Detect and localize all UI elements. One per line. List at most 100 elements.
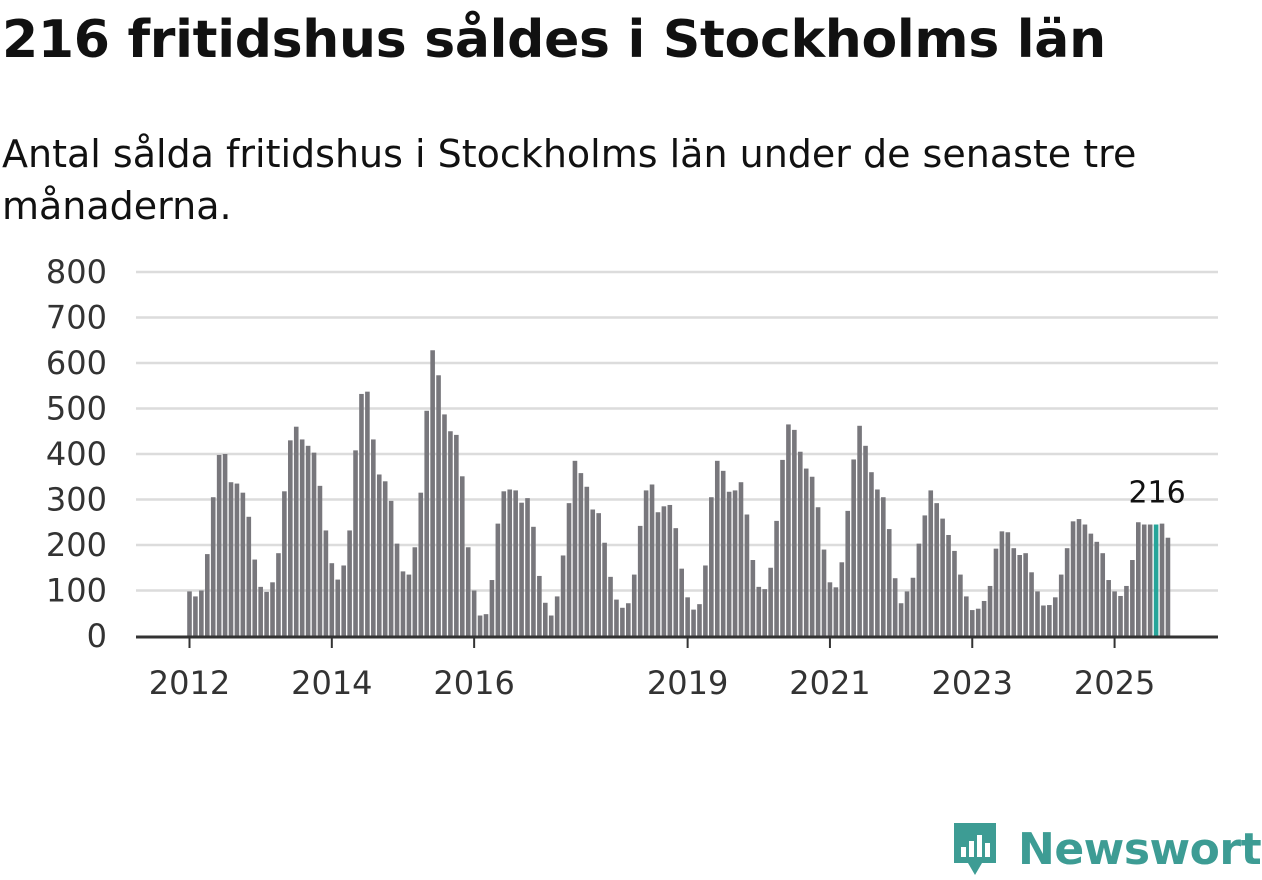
bar <box>543 602 548 636</box>
bar <box>531 526 536 636</box>
bar <box>857 425 862 636</box>
bar <box>406 574 412 636</box>
bar <box>756 586 762 636</box>
bar <box>276 553 281 636</box>
bar <box>904 591 910 636</box>
bar <box>270 582 275 636</box>
bar <box>774 520 779 636</box>
bar <box>1082 524 1088 636</box>
bar <box>216 454 222 636</box>
bar <box>199 590 204 636</box>
bar <box>341 565 346 636</box>
bar <box>418 492 424 636</box>
bar <box>851 459 856 636</box>
bar <box>910 577 916 636</box>
y-tick-label: 600 <box>46 344 107 382</box>
bar <box>1047 605 1052 636</box>
bar <box>293 426 299 636</box>
bar <box>964 596 969 636</box>
bar-chart-badge-icon <box>954 823 996 875</box>
bar <box>839 562 845 636</box>
bar <box>815 507 821 636</box>
bar <box>1041 605 1046 636</box>
y-tick-label: 800 <box>46 253 107 291</box>
bar <box>513 490 518 636</box>
bar <box>282 491 287 636</box>
bar <box>489 580 495 636</box>
bar <box>353 450 358 636</box>
bar <box>365 391 370 636</box>
bar <box>975 608 981 636</box>
bar <box>465 547 471 636</box>
bar <box>412 547 418 636</box>
bar <box>204 554 210 636</box>
bar <box>703 565 708 636</box>
bar <box>471 590 477 636</box>
bar <box>1130 560 1135 636</box>
bar <box>371 439 376 636</box>
bar <box>667 504 673 636</box>
bar <box>792 429 797 636</box>
bar <box>928 490 934 636</box>
highlighted-bar <box>1153 524 1159 636</box>
bar <box>881 497 886 636</box>
bar <box>750 560 756 636</box>
bar <box>916 543 922 636</box>
bar <box>590 509 596 636</box>
bar <box>1112 591 1117 636</box>
bar <box>922 515 928 636</box>
bar <box>430 350 435 636</box>
bar <box>620 607 625 636</box>
bar <box>780 459 785 636</box>
bar <box>940 518 945 636</box>
bar <box>821 549 827 636</box>
bar <box>934 503 939 636</box>
bar <box>673 528 679 636</box>
bar <box>614 599 619 636</box>
x-tick-label: 2012 <box>149 664 230 702</box>
y-tick-label: 700 <box>46 299 107 337</box>
bar <box>786 424 791 636</box>
bar <box>679 568 684 636</box>
bar <box>1052 597 1058 636</box>
bar <box>376 474 382 636</box>
bar <box>697 604 702 636</box>
bar <box>424 410 429 636</box>
bar <box>999 531 1005 636</box>
y-tick-label: 200 <box>46 526 107 564</box>
bar <box>311 452 317 636</box>
bar <box>525 498 530 636</box>
bar <box>442 414 447 636</box>
bar <box>886 529 892 636</box>
x-tick-label: 2016 <box>433 664 514 702</box>
bar <box>1064 548 1070 636</box>
bar <box>1106 580 1111 636</box>
bar <box>246 516 252 636</box>
bar <box>1029 572 1034 636</box>
bar <box>649 484 655 636</box>
bar <box>608 576 613 636</box>
bar <box>863 445 868 636</box>
bar <box>519 502 524 636</box>
bar <box>726 491 732 636</box>
bar <box>323 530 329 636</box>
bar <box>329 563 335 636</box>
bar <box>537 575 542 636</box>
bar <box>1023 553 1028 636</box>
x-tick-label: 2023 <box>932 664 1013 702</box>
bar <box>222 454 228 636</box>
bar <box>1100 553 1106 636</box>
bar <box>875 489 880 636</box>
bar <box>1141 524 1147 636</box>
bar <box>501 491 507 636</box>
y-tick-label: 400 <box>46 435 107 473</box>
bar <box>1076 519 1082 636</box>
bar <box>264 591 269 636</box>
bar <box>969 610 975 636</box>
bar <box>459 476 465 636</box>
bar <box>987 585 993 636</box>
bar <box>993 548 999 636</box>
bar <box>578 473 584 636</box>
bar <box>507 489 513 636</box>
bar <box>803 468 809 636</box>
